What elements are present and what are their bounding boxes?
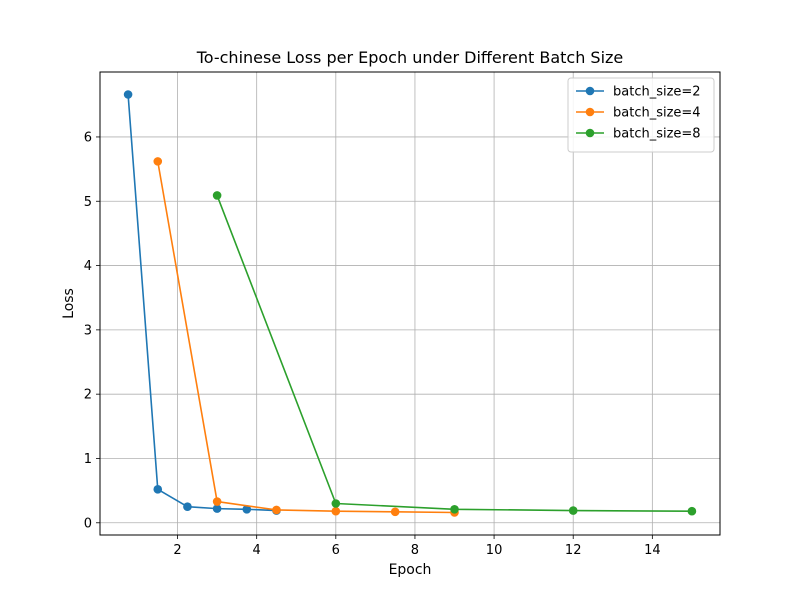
plot-area <box>123 90 697 517</box>
data-point <box>331 499 341 508</box>
chart-title: To-chinese Loss per Epoch under Differen… <box>196 48 624 67</box>
data-point <box>687 506 697 516</box>
data-point <box>568 506 578 515</box>
x-tick-label: 10 <box>486 543 503 558</box>
legend-marker <box>585 86 595 96</box>
data-point <box>212 504 222 513</box>
data-point <box>123 90 133 99</box>
grid-lines <box>100 72 720 535</box>
x-tick-label: 6 <box>332 543 340 558</box>
y-tick-label: 2 <box>84 388 92 403</box>
legend-item: batch_size=4 <box>576 106 701 121</box>
legend-marker <box>585 107 595 117</box>
legend-item: batch_size=2 <box>576 85 701 100</box>
data-point <box>212 497 222 506</box>
y-tick-label: 1 <box>84 452 92 467</box>
series-3 <box>212 191 697 516</box>
data-point <box>450 504 459 514</box>
x-tick-label: 4 <box>253 543 261 558</box>
data-point <box>212 191 222 200</box>
x-tick-label: 12 <box>565 543 582 558</box>
series-line <box>127 94 277 512</box>
legend-box <box>567 77 715 153</box>
series-1 <box>123 90 281 515</box>
x-axis-label: Epoch <box>389 562 432 578</box>
data-point <box>153 157 163 166</box>
legend-item: batch_size=8 <box>576 127 701 142</box>
data-point <box>242 504 252 514</box>
legend-label: batch_size=2 <box>613 85 701 100</box>
data-point <box>272 505 281 515</box>
legend-label: batch_size=8 <box>613 127 701 142</box>
x-tick-label: 2 <box>173 543 181 558</box>
y-tick-label: 4 <box>84 259 92 274</box>
data-point <box>390 507 400 517</box>
y-axis-label: Loss <box>61 288 77 319</box>
series-line <box>156 161 455 514</box>
axes-frame <box>99 71 721 536</box>
legend: batch_size=2 batch_size=4 batch_size=8 <box>567 77 715 153</box>
x-tick-label: 8 <box>411 543 419 558</box>
y-tick-label: 6 <box>84 130 92 145</box>
y-tick-label: 0 <box>84 516 92 531</box>
y-tick-label: 5 <box>84 195 92 210</box>
data-point <box>153 485 163 494</box>
y-tick-label: 3 <box>84 323 92 338</box>
legend-label: batch_size=4 <box>613 106 701 121</box>
data-point <box>331 506 341 516</box>
legend-marker <box>585 128 595 138</box>
data-point <box>183 502 192 512</box>
x-tick-label: 14 <box>644 543 661 558</box>
